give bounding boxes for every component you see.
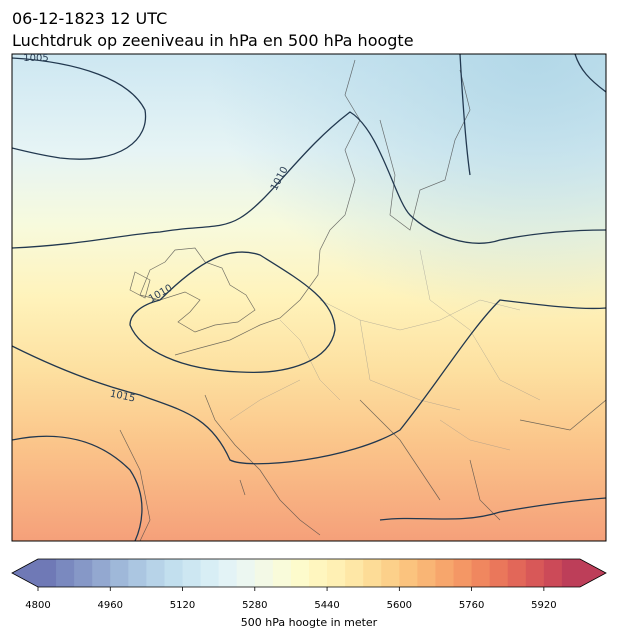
colorbar-tick-label: 4960	[98, 600, 123, 611]
colorbar-band	[399, 559, 418, 587]
colorbar-band	[561, 559, 581, 587]
colorbar-band	[345, 559, 364, 587]
isobar	[12, 299, 606, 465]
height-field-cap	[12, 54, 606, 541]
contour-label: 1005	[23, 53, 48, 64]
title-line2: Luchtdruk op zeeniveau in hPa en 500 hPa…	[12, 31, 414, 50]
colorbar-band	[200, 559, 220, 587]
colorbar-band	[254, 559, 274, 587]
colorbar-band	[453, 559, 473, 587]
colorbar-band	[74, 559, 93, 587]
colorbar-band	[218, 559, 238, 587]
colorbar-frame	[11, 558, 607, 588]
country-borders	[229, 249, 541, 451]
colorbar-label: 500 hPa hoogte in meter	[241, 616, 378, 629]
colorbar-band	[471, 559, 491, 587]
map-frame	[11, 53, 607, 542]
colorbar-band	[489, 559, 509, 587]
colorbar-band	[182, 559, 202, 587]
isobar	[12, 111, 606, 249]
colorbar-tick-label: 5600	[387, 600, 412, 611]
isobar	[12, 435, 606, 541]
colorbar-tick-label: 4800	[25, 600, 50, 611]
title-line1: 06-12-1823 12 UTC	[12, 9, 167, 28]
colorbar-band	[381, 559, 400, 587]
colorbar-tick-label: 5760	[459, 600, 484, 611]
colorbar-band	[435, 559, 455, 587]
colorbar-band	[56, 559, 75, 587]
colorbar-band	[236, 559, 256, 587]
isobar	[12, 57, 147, 160]
colorbar-band	[309, 559, 328, 587]
isobar	[459, 54, 606, 176]
colorbar-band	[128, 559, 147, 587]
colorbar-band	[38, 559, 57, 587]
contour-label: 1015	[109, 389, 136, 405]
coastline	[119, 59, 606, 541]
colorbar-band	[92, 559, 111, 587]
colorbar-band	[417, 559, 436, 587]
colorbar-band	[146, 559, 165, 587]
colorbar-tick-label: 5440	[314, 600, 339, 611]
colorbar-band	[507, 559, 527, 587]
colorbar-extend-low	[12, 559, 38, 587]
colorbar-tick-label: 5280	[242, 600, 267, 611]
colorbar-band	[525, 559, 545, 587]
colorbar-extend-high	[580, 559, 606, 587]
colorbar-band	[363, 559, 382, 587]
colorbar-band	[327, 559, 346, 587]
isobar	[129, 251, 336, 374]
colorbar-band	[110, 559, 129, 587]
colorbar-band	[272, 559, 292, 587]
colorbar-band	[290, 559, 310, 587]
colorbar-tick-label: 5120	[170, 600, 195, 611]
map	[12, 54, 606, 541]
colorbar-band	[164, 559, 184, 587]
colorbar-tick-label: 5920	[531, 600, 556, 611]
colorbar-band	[543, 559, 563, 587]
colorbar: 4800 4960 5120 5280 5440 5600 5760 5920	[11, 558, 607, 611]
